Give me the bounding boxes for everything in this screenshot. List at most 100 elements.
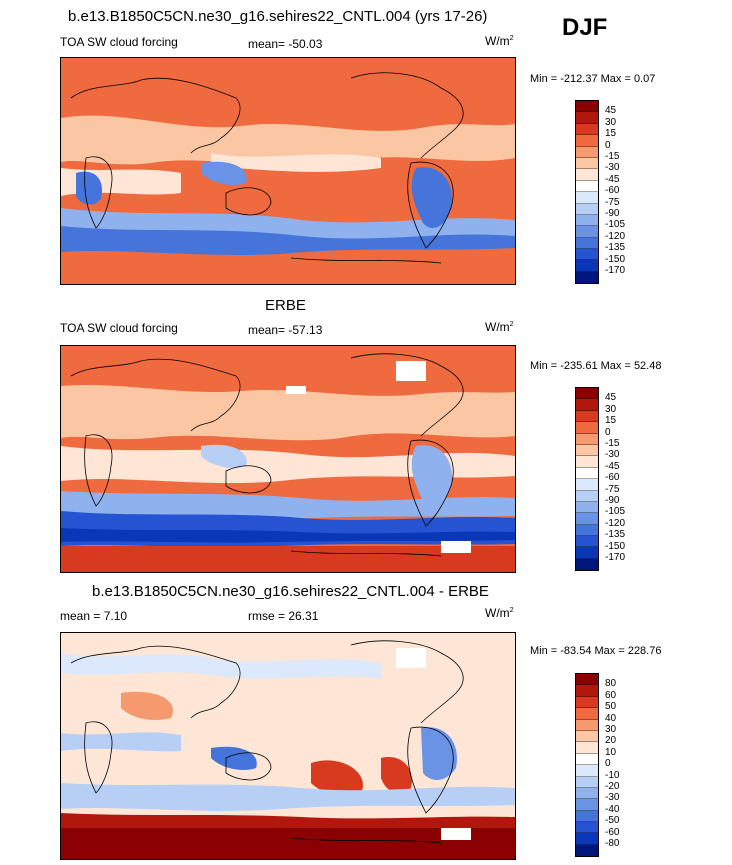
panel-2-colorbar-label: -135 <box>605 529 626 541</box>
panel-2-colorbar-segment <box>576 524 598 537</box>
panel-2-colorbar-box <box>575 387 599 572</box>
panel-2-variable-label: TOA SW cloud forcing <box>60 321 178 335</box>
panel-2-colorbar-segment <box>576 547 598 559</box>
panel-2-colorbar-label: 15 <box>605 415 617 427</box>
panel-1-colorbar-segment <box>576 271 598 284</box>
panel-2-colorbar-segment <box>576 456 598 468</box>
season-label: DJF <box>562 14 608 41</box>
panel-2-colorbar-label: -45 <box>605 460 620 472</box>
panel-3-colorbar-segment <box>576 685 598 697</box>
panel-3-colorbar-label: 50 <box>605 701 617 713</box>
panel-2-colorbar-label: 0 <box>605 426 611 438</box>
panel-2-colorbar-label: -75 <box>605 483 620 495</box>
panel-1-map <box>60 57 516 285</box>
panel-3-map-svg <box>61 633 515 859</box>
panel-2-colorbar-segment <box>576 433 598 445</box>
panel-1-colorbar-segment <box>576 214 598 227</box>
panel-2-map <box>60 345 516 573</box>
panel-3-mean-label: mean = 7.10 <box>60 609 128 623</box>
panel-2-colorbar-segment <box>576 399 598 411</box>
panel-2-colorbar-segment <box>576 410 598 423</box>
panel-2-colorbar-label: -90 <box>605 495 620 506</box>
panel-3-units: W/m2 <box>485 606 514 620</box>
panel-3-colorbar-label: 40 <box>605 712 617 724</box>
panel-1-colorbar-segment <box>576 180 598 193</box>
panel-2-colorbar-segment <box>576 444 598 457</box>
panel-1-variable-label: TOA SW cloud forcing <box>60 35 178 49</box>
panel-1-mean-label: mean= -50.03 <box>248 37 323 51</box>
panel-1-colorbar-segment <box>576 192 598 204</box>
panel-2-colorbar-label: -120 <box>605 517 626 529</box>
panel-3-title: b.e13.B1850C5CN.ne30_g16.sehires22_CNTL.… <box>92 583 489 600</box>
panel-1-colorbar: 45 30 15 0 -15 -30 -45 -60 -75 -90 -105 -120 -135 -15… <box>575 100 625 285</box>
panel-1-colorbar-segment <box>576 123 598 136</box>
panel-1-colorbar-label: 45 <box>605 105 617 117</box>
panel-1-colorbar-box <box>575 100 599 285</box>
panel-3-colorbar-label: -50 <box>605 815 620 827</box>
panel-2-colorbar-label: 30 <box>605 403 617 415</box>
panel-3-colorbar-label: -10 <box>605 769 620 781</box>
panel-3-colorbar-label: 60 <box>605 689 617 701</box>
panel-3-colorbar-label: 20 <box>605 735 617 747</box>
panel-1-colorbar-label: 30 <box>605 116 617 128</box>
panel-3-colorbar-segment <box>576 810 598 823</box>
panel-3-colorbar-segment <box>576 833 598 845</box>
panel-2-colorbar-label: -15 <box>605 438 620 449</box>
panel-2-colorbar-label: -30 <box>605 449 620 461</box>
panel-3-colorbar-segment <box>576 765 598 777</box>
panel-3-colorbar-segment <box>576 822 598 834</box>
panel-2-colorbar-label: -60 <box>605 472 620 484</box>
panel-1-units: W/m2 <box>485 34 514 48</box>
panel-1-colorbar-label: 15 <box>605 128 617 140</box>
panel-1-colorbar-label: -150 <box>605 253 626 265</box>
panel-1-colorbar-label: -15 <box>605 151 620 162</box>
panel-3-minmax: Min = -83.54 Max = 228.76 <box>530 645 662 657</box>
panel-3-colorbar-box <box>575 673 599 858</box>
panel-1-map-svg <box>61 58 515 284</box>
panel-1-colorbar-segment <box>576 112 598 124</box>
panel-3-colorbar-label: 10 <box>605 746 617 758</box>
panel-2-colorbar-segment <box>576 536 598 548</box>
panel-3-colorbar-label: -80 <box>605 838 620 849</box>
panel-1-colorbar-label: -120 <box>605 230 626 242</box>
panel-3-colorbar-segment <box>576 742 598 754</box>
panel-3-colorbar-label: 80 <box>605 678 617 690</box>
panel-3-colorbar-segment <box>576 787 598 800</box>
panel-1-colorbar-label: 0 <box>605 139 611 151</box>
panel-3-colorbar-segment <box>576 799 598 811</box>
panel-3-colorbar: 80 60 50 40 30 20 10 0 -10 -20 -30 -40 -50 -60 -80 <box>575 673 619 858</box>
panel-2-colorbar-label: 45 <box>605 392 617 404</box>
panel-1-colorbar-label: -75 <box>605 196 620 208</box>
panel-1-colorbar-segment <box>576 249 598 261</box>
panel-2-colorbar-segment <box>576 467 598 480</box>
panel-2-colorbar-label: -170 <box>605 552 626 563</box>
panel-1-minmax: Min = -212.37 Max = 0.07 <box>530 73 656 85</box>
panel-1-colorbar-label: -30 <box>605 162 620 174</box>
panel-3-colorbar-label: -60 <box>605 826 620 838</box>
panel-2-mean-label: mean= -57.13 <box>248 323 323 337</box>
panel-3-colorbar-label: 30 <box>605 724 617 735</box>
panel-1-colorbar-segment <box>576 146 598 158</box>
panel-3-colorbar-label: -20 <box>605 781 620 792</box>
panel-1-title: b.e13.B1850C5CN.ne30_g16.sehires22_CNTL.… <box>68 8 488 25</box>
panel-2-colorbar-segment <box>576 422 598 434</box>
panel-2-title: ERBE <box>265 297 306 314</box>
panel-3-colorbar-segment <box>576 708 598 720</box>
panel-1-colorbar-label: -60 <box>605 185 620 197</box>
panel-1-colorbar-segment <box>576 203 598 215</box>
panel-2-map-svg <box>61 346 515 572</box>
panel-2-colorbar-label: -150 <box>605 540 626 552</box>
panel-3-rmse-label: rmse = 26.31 <box>248 609 319 623</box>
panel-1-colorbar-segment <box>576 226 598 238</box>
panel-2-colorbar-segment <box>576 479 598 491</box>
panel-1-colorbar-label: -105 <box>605 219 626 231</box>
panel-1-colorbar-segment <box>576 169 598 181</box>
panel-2-colorbar-segment <box>576 513 598 525</box>
panel-1-colorbar-segment <box>576 135 598 147</box>
panel-2-minmax: Min = -235.61 Max = 52.48 <box>530 360 662 372</box>
panel-1-colorbar-segment <box>576 237 598 250</box>
panel-2-colorbar-segment <box>576 501 598 514</box>
panel-1-colorbar-segment <box>576 157 598 170</box>
panel-3-map <box>60 632 516 860</box>
panel-3-colorbar-label: 0 <box>605 758 611 770</box>
